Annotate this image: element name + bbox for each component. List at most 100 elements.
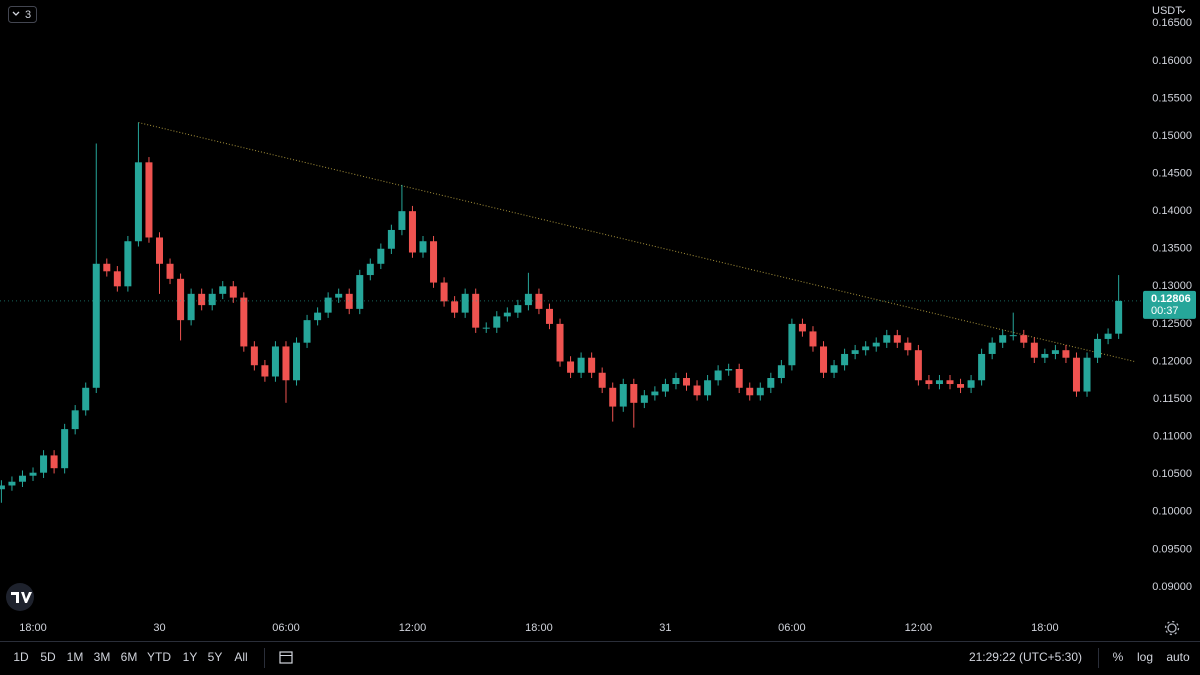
candle-body <box>904 342 912 351</box>
range-button[interactable]: 5D <box>40 650 56 664</box>
candle-body <box>1094 338 1102 358</box>
candle-body <box>440 282 448 302</box>
candle-body <box>18 475 26 482</box>
scale-button[interactable]: % <box>1113 650 1124 664</box>
candle-body <box>1009 335 1017 337</box>
candle-body <box>356 275 364 309</box>
candle-body <box>71 410 79 430</box>
gear <box>1167 623 1177 633</box>
candle-body <box>166 263 174 279</box>
candle-body <box>208 293 216 306</box>
date-range-button[interactable] <box>279 651 293 664</box>
countdown: 00:37 <box>1151 305 1179 317</box>
candle-body <box>482 327 490 329</box>
candle-body <box>851 350 859 354</box>
range-button[interactable]: 1D <box>13 650 29 664</box>
candle-body <box>261 365 269 377</box>
gear-teeth <box>1164 620 1180 636</box>
candle-body <box>1041 353 1049 358</box>
candle-body <box>229 286 237 298</box>
x-tick-label: 12:00 <box>905 622 933 634</box>
interval-count: 3 <box>25 9 31 21</box>
y-tick-label: 0.12500 <box>1152 318 1192 330</box>
chevron <box>1179 9 1186 14</box>
candle-body <box>377 248 385 264</box>
candle-body <box>746 387 754 396</box>
candle-body <box>545 308 553 324</box>
interval-button[interactable]: 3 <box>8 6 37 23</box>
range-button[interactable]: 3M <box>94 650 111 664</box>
x-tick-label: 06:00 <box>778 622 806 634</box>
logo <box>6 583 34 611</box>
y-tick-label: 0.13500 <box>1152 243 1192 255</box>
y-tick-label: 0.15000 <box>1152 130 1192 142</box>
candle-body <box>524 293 532 306</box>
range-button[interactable]: YTD <box>147 650 171 664</box>
y-tick-label: 0.14500 <box>1152 168 1192 180</box>
range-button[interactable]: 5Y <box>208 650 223 664</box>
y-tick-label: 0.09500 <box>1152 543 1192 555</box>
logo-glyph <box>11 592 32 603</box>
y-tick-label: 0.09000 <box>1152 581 1192 593</box>
candle-body <box>1030 342 1038 358</box>
logo-circle <box>6 583 34 611</box>
candle-body <box>282 346 290 381</box>
candle-body <box>82 387 90 411</box>
candle-body <box>219 286 227 294</box>
candle-body <box>408 211 416 253</box>
candle-body <box>1072 357 1080 392</box>
candle-body <box>40 455 48 473</box>
candle-body <box>113 271 121 287</box>
y-tick-label: 0.12000 <box>1152 355 1192 367</box>
interval-box <box>8 6 37 23</box>
candle-body <box>957 384 965 388</box>
range-button[interactable]: 6M <box>121 650 138 664</box>
candle-body <box>535 293 543 309</box>
candle-body <box>556 323 564 362</box>
candle-body <box>640 395 648 403</box>
scale-button[interactable]: log <box>1137 650 1153 664</box>
candle-body <box>324 297 332 313</box>
plot-area <box>0 122 1135 503</box>
candle-body <box>788 323 796 366</box>
x-tick-label: 12:00 <box>399 622 427 634</box>
candle-body <box>609 387 617 407</box>
x-tick-label: 18:00 <box>19 622 47 634</box>
candle-body <box>619 384 627 407</box>
candle-body <box>651 391 659 396</box>
candle-body <box>798 323 806 332</box>
candle-body <box>735 368 743 388</box>
candle-body <box>419 241 427 253</box>
settings-icon[interactable] <box>1164 620 1180 636</box>
candle-body <box>978 353 986 381</box>
candle-body <box>8 481 16 486</box>
x-tick-label: 18:00 <box>1031 622 1059 634</box>
y-tick-label: 0.13000 <box>1152 280 1192 292</box>
candle-body <box>630 384 638 403</box>
candle-body <box>1051 350 1059 354</box>
y-tick-label: 0.16500 <box>1152 17 1192 29</box>
calendar-icon <box>279 651 293 664</box>
range-button[interactable]: 1M <box>67 650 84 664</box>
candle-body <box>187 293 195 321</box>
candle-body <box>345 293 353 309</box>
toolbar: 1D 5D 1M 3M 6M YTD 1Y 5Y All% log auto <box>13 650 1190 664</box>
candle-body <box>514 305 522 313</box>
candle-body <box>134 162 142 242</box>
y-tick-label: 0.10500 <box>1152 468 1192 480</box>
candle-body <box>925 380 933 385</box>
scale-button[interactable]: auto <box>1166 650 1190 664</box>
y-tick-label: 0.11000 <box>1153 431 1192 443</box>
candle-body <box>809 331 817 347</box>
range-button[interactable]: 1Y <box>183 650 198 664</box>
candle-body <box>661 384 669 392</box>
currency: USDT <box>1152 5 1182 17</box>
candle-body <box>145 162 153 238</box>
range-button[interactable]: All <box>234 650 247 664</box>
candle-body <box>92 263 100 388</box>
currency-button[interactable]: USDT <box>1152 5 1186 17</box>
candle-body <box>1115 300 1123 334</box>
candle-body <box>366 263 374 276</box>
candle-body <box>0 485 5 490</box>
candle-body <box>725 368 733 371</box>
